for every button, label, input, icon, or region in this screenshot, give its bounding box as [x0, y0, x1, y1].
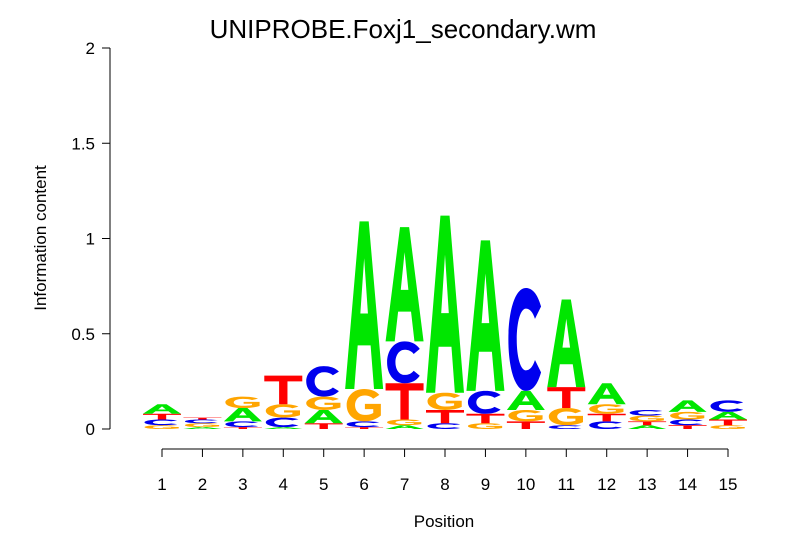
letter-a-pos-8 — [426, 215, 464, 393]
letter-g-pos-7 — [387, 419, 422, 426]
x-tick-label: 6 — [359, 475, 368, 494]
letter-c-pos-12 — [589, 421, 622, 429]
letter-t-pos-11 — [547, 387, 586, 409]
letter-c-pos-7 — [387, 341, 420, 384]
letter-g-pos-13 — [629, 415, 664, 422]
letter-a-pos-6 — [345, 221, 384, 389]
letter-c-pos-5 — [306, 366, 339, 397]
letter-c-pos-14 — [670, 419, 703, 426]
y-axis: 0 0.5 1 1.5 2 — [71, 39, 111, 439]
letter-t-pos-5 — [304, 423, 343, 429]
letter-g-pos-6 — [346, 388, 381, 422]
chart-title: UNIPROBE.Foxj1_secondary.wm — [210, 14, 597, 44]
letter-g-pos-1 — [144, 425, 179, 429]
letter-g-pos-14 — [670, 411, 705, 420]
letter-c-pos-3 — [225, 421, 259, 428]
letter-t-pos-6 — [345, 427, 384, 429]
letter-t-pos-3 — [223, 427, 262, 429]
letter-a-pos-3 — [223, 408, 262, 422]
letter-c-pos-4 — [265, 417, 299, 428]
x-tick-label: 15 — [719, 475, 738, 494]
y-tick-label: 0 — [86, 420, 95, 439]
letter-a-pos-4 — [264, 427, 303, 429]
x-tick-label: 13 — [638, 475, 657, 494]
letter-t-pos-4 — [264, 375, 303, 405]
x-tick-label: 14 — [678, 475, 697, 494]
letter-g-pos-11 — [548, 408, 584, 426]
letter-t-pos-14 — [668, 425, 707, 429]
letter-a-pos-5 — [304, 409, 343, 424]
letter-a-pos-11 — [547, 299, 586, 388]
letter-g-pos-3 — [225, 396, 260, 409]
x-tick-label: 7 — [400, 475, 409, 494]
y-axis-label: Information content — [31, 165, 50, 311]
letter-c-pos-10 — [508, 288, 542, 391]
x-tick-label: 11 — [557, 475, 575, 494]
letter-t-pos-9 — [466, 413, 505, 424]
y-tick-label: 1.5 — [71, 134, 95, 153]
letter-t-pos-1 — [143, 413, 181, 420]
x-axis: 1 2 3 4 5 6 7 8 9 10 11 12 13 14 15 — [157, 448, 738, 494]
x-tick-label: 4 — [279, 475, 288, 494]
x-tick-label: 2 — [198, 475, 207, 494]
letter-t-pos-15 — [709, 419, 747, 426]
letter-a-pos-13 — [628, 425, 667, 429]
letter-c-pos-15 — [710, 400, 744, 412]
letter-g-pos-5 — [306, 396, 341, 410]
letter-a-pos-14 — [668, 400, 707, 412]
y-tick-label: 1 — [86, 230, 95, 249]
letter-c-pos-2 — [184, 419, 218, 424]
letter-a-pos-12 — [587, 383, 626, 405]
x-axis-label: Position — [414, 512, 474, 531]
x-tick-label: 10 — [516, 475, 535, 494]
letter-c-pos-11 — [548, 425, 582, 429]
letter-g-pos-2 — [184, 423, 220, 428]
letter-t-pos-13 — [628, 421, 667, 426]
letter-a-pos-15 — [709, 411, 747, 420]
x-tick-label: 5 — [319, 475, 328, 494]
letter-c-pos-13 — [629, 409, 663, 416]
letter-a-pos-7 — [385, 425, 424, 429]
letter-g-pos-9 — [467, 423, 503, 429]
letter-c-pos-1 — [144, 419, 178, 426]
letter-a-pos-10 — [506, 390, 545, 410]
letter-g-pos-10 — [508, 409, 543, 422]
letter-a-pos-9 — [466, 240, 505, 391]
letter-t-pos-2 — [183, 417, 222, 420]
letter-c-pos-9 — [467, 390, 501, 414]
x-tick-label: 3 — [238, 475, 247, 494]
letter-t-pos-8 — [426, 409, 464, 424]
letter-t-pos-10 — [506, 421, 545, 429]
x-tick-label: 1 — [157, 475, 166, 494]
x-tick-label: 8 — [440, 475, 449, 494]
letter-g-pos-4 — [265, 404, 301, 418]
y-tick-label: 0.5 — [71, 325, 95, 344]
letter-a-pos-1 — [143, 404, 181, 414]
letter-a-pos-2 — [183, 427, 222, 429]
y-tick-label: 2 — [86, 39, 95, 58]
letter-c-pos-8 — [427, 423, 461, 429]
logo-letters — [143, 215, 747, 429]
letter-t-pos-12 — [587, 413, 626, 422]
letter-g-pos-12 — [589, 404, 624, 414]
letter-c-pos-6 — [346, 421, 380, 428]
x-tick-label: 12 — [597, 475, 616, 494]
letter-g-pos-8 — [427, 392, 462, 410]
letter-t-pos-7 — [385, 383, 424, 420]
x-tick-label: 9 — [481, 475, 490, 494]
letter-g-pos-15 — [710, 425, 745, 429]
letter-a-pos-7 — [385, 227, 424, 342]
